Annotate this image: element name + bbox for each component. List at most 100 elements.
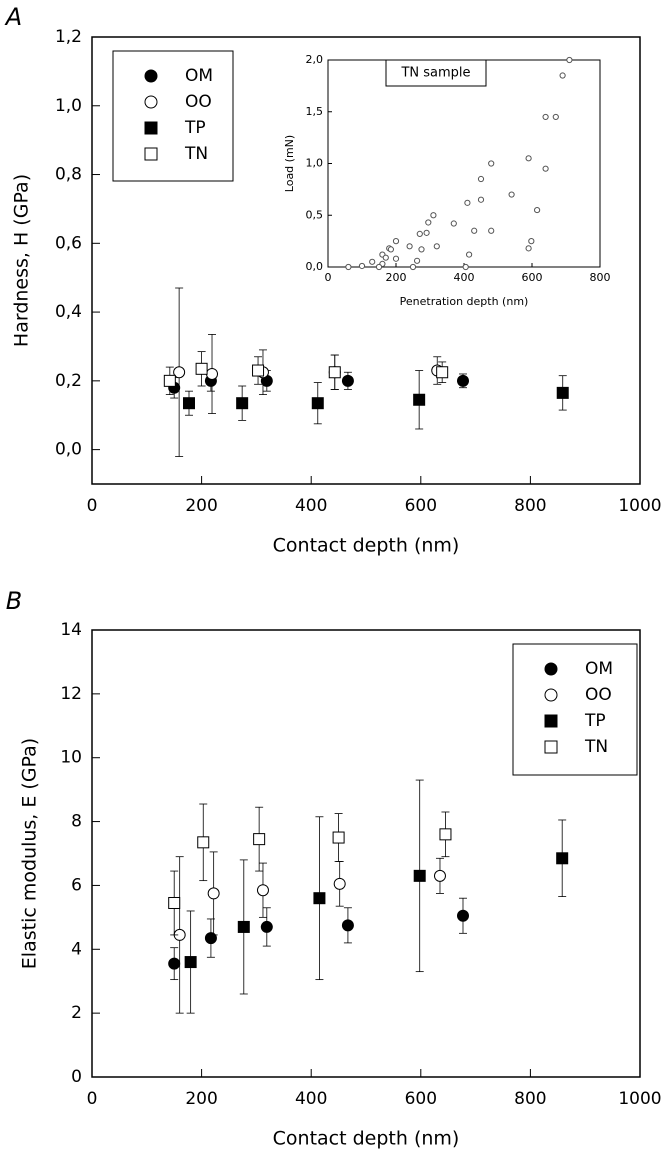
legend-label: OO [585, 685, 612, 705]
y-tick-label: 1,0 [55, 96, 82, 116]
marker [413, 257, 421, 264]
y-tick-label: 12 [60, 684, 82, 704]
marker [436, 366, 449, 379]
y-tick-label: 8 [71, 812, 82, 832]
marker [425, 219, 432, 226]
marker [182, 397, 195, 410]
marker [406, 243, 413, 250]
marker [369, 258, 376, 265]
x-tick-label: 0 [87, 496, 98, 516]
marker [544, 662, 558, 676]
marker [332, 831, 345, 844]
x-tick-label: 400 [295, 1089, 327, 1109]
panel-label: A [4, 3, 22, 31]
x-tick-label: 400 [295, 496, 327, 516]
y-tick-label: 0,5 [306, 208, 324, 221]
y-tick-label: 1,5 [306, 105, 324, 118]
marker [144, 69, 158, 83]
legend-label: OO [185, 92, 212, 112]
marker [559, 72, 566, 79]
y-tick-label: 10 [60, 748, 82, 768]
marker [207, 887, 220, 900]
marker [144, 121, 158, 135]
y-tick-label: 0,8 [55, 165, 82, 185]
marker [508, 191, 515, 198]
marker [544, 714, 558, 728]
legend-label: TP [184, 118, 206, 138]
x-axis-label: Penetration depth (nm) [400, 295, 529, 308]
marker [566, 56, 573, 64]
marker [544, 688, 558, 702]
marker [252, 364, 265, 377]
legend-label: TP [584, 711, 606, 731]
marker [328, 366, 341, 379]
inset-chart: 0 200 400 600 800 0,0 0,5 1,0 1,5 2,0 Penetration … [283, 53, 611, 308]
marker [416, 230, 423, 237]
marker [528, 238, 535, 245]
marker [466, 251, 473, 258]
marker [534, 206, 541, 214]
marker [168, 957, 181, 970]
marker [197, 836, 210, 849]
plot-frame [91, 629, 641, 1078]
marker [525, 155, 532, 162]
marker [433, 243, 440, 250]
y-tick-label: 1,2 [55, 27, 82, 47]
panel-label: B [6, 587, 22, 615]
marker [418, 246, 425, 253]
marker [206, 367, 219, 380]
marker [237, 920, 250, 933]
inset-title: TN sample [400, 66, 470, 81]
marker [313, 892, 326, 905]
marker [341, 374, 354, 387]
y-tick-label: 2 [71, 1003, 82, 1023]
marker [375, 263, 383, 271]
marker [488, 227, 495, 234]
marker [433, 869, 446, 882]
y-tick-label: 0,2 [55, 371, 82, 391]
marker [253, 833, 266, 846]
legend-box [112, 50, 234, 182]
x-tick-label: 200 [185, 496, 217, 516]
inset-background [328, 60, 600, 267]
legend-label: TN [184, 144, 208, 164]
y-axis-label: Load (mN) [283, 135, 296, 192]
marker [184, 956, 197, 969]
x-tick-label: 1000 [618, 1089, 661, 1109]
marker [144, 147, 158, 161]
marker [477, 175, 485, 183]
marker [333, 877, 346, 890]
marker [311, 397, 324, 410]
x-tick-label: 800 [514, 496, 546, 516]
marker [382, 254, 389, 261]
marker [477, 196, 485, 203]
x-tick-label: 200 [185, 1089, 217, 1109]
plot-frame [91, 36, 641, 485]
inset-title-box [385, 59, 487, 87]
marker [471, 227, 478, 234]
y-tick-label: 2,0 [306, 53, 324, 66]
marker [173, 366, 186, 379]
marker [544, 740, 558, 754]
marker [439, 828, 452, 841]
marker [163, 374, 176, 387]
marker [409, 263, 417, 271]
y-tick-label: 14 [60, 620, 82, 640]
y-tick-label: 4 [71, 939, 82, 959]
legend: OM OO TP TN [512, 643, 638, 776]
marker [168, 896, 181, 909]
marker [464, 199, 471, 206]
x-tick-label: 600 [522, 271, 543, 284]
marker [392, 238, 400, 245]
marker [413, 869, 426, 882]
marker [256, 884, 269, 897]
legend-label: TN [584, 737, 608, 757]
marker [341, 919, 354, 932]
marker [542, 113, 549, 121]
marker [556, 852, 569, 865]
y-tick-label: 0,0 [306, 260, 324, 273]
x-tick-label: 800 [590, 271, 611, 284]
marker [144, 95, 158, 109]
